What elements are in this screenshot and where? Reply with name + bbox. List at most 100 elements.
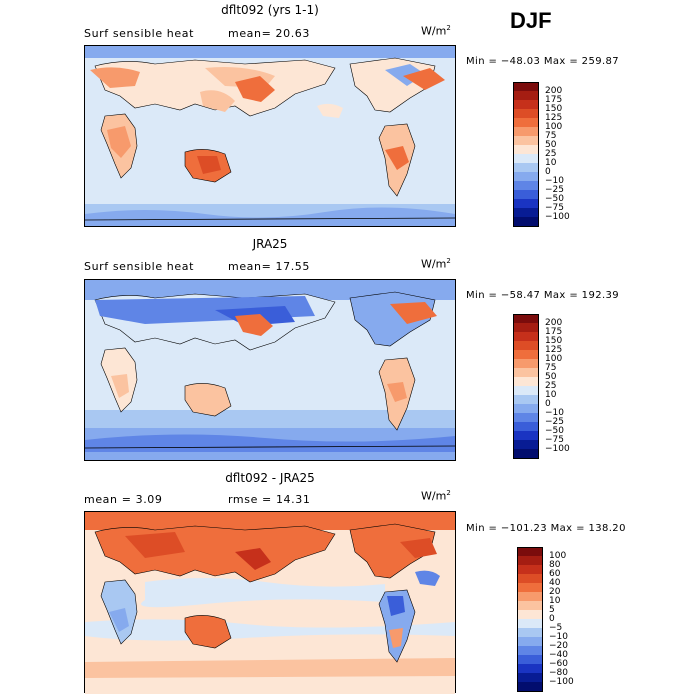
panel3-colorbar-swatch [517,682,543,692]
panel2-colorbar-tick-label: 100 [545,353,563,364]
panel3-colorbar-tick-label: −100 [549,676,574,687]
panel3-colorbar-swatch [517,664,543,674]
panel2-map [84,279,456,461]
panel1-mean-label: mean= 20.63 [228,27,310,40]
panel1-colorbar-tick-label: −25 [545,184,564,195]
panel2-colorbar-swatch [513,386,539,396]
panel3-colorbar-swatch [517,556,543,566]
panel3-units: W/m2 [421,489,451,503]
panel3-colorbar-tick-label: −20 [549,640,568,651]
panel2-colorbar-tick-label: 75 [545,362,557,373]
panel2-title: JRA25 [252,237,288,251]
panel1-colorbar-tick-label: −10 [545,175,564,186]
panel1-colorbar-tick-label: 10 [545,157,557,168]
panel2-variable-label: Surf sensible heat [84,260,194,273]
panel3-colorbar-swatch [517,601,543,611]
panel2-colorbar-tick-label: 25 [545,380,557,391]
panel1-colorbar-swatch [513,217,539,227]
panel1-colorbar-swatch [513,154,539,164]
panel3-colorbar-swatch [517,565,543,575]
panel1-colorbar-swatch [513,100,539,110]
panel2-colorbar-swatch [513,431,539,441]
panel2-colorbar-tick-label: 10 [545,389,557,400]
panel2-colorbar-swatch [513,449,539,459]
panel2-minmax: Min = −58.47 Max = 192.39 [466,290,620,301]
panel2-colorbar-swatch [513,314,539,324]
panel1-colorbar-swatch [513,136,539,146]
panel3-colorbar: 100 80 60 40 20 10 5 0 −5 −10 −20 −40 −60 −80 −100 [517,547,577,692]
panel3-colorbar-swatch [517,619,543,629]
panel2-colorbar-swatch [513,413,539,423]
panel3-colorbar-swatch [517,655,543,665]
panel1-colorbar-swatch [513,145,539,155]
panel2-colorbar-swatch [513,350,539,360]
panel2-colorbar-swatch [513,341,539,351]
panel3-colorbar-tick-label: 100 [549,550,567,561]
panel1-colorbar-tick-label: 200 [545,85,563,96]
panel1-colorbar-swatch [513,172,539,182]
panel1-colorbar-swatch [513,181,539,191]
panel3-colorbar-swatch [517,646,543,656]
panel2-colorbar-swatch [513,323,539,333]
panel2-colorbar-swatch [513,422,539,432]
panel1-colorbar-tick-label: −100 [545,211,570,222]
panel1-colorbar: 200 175 150 125 100 75 50 25 10 0 −10 −25 −50 −75 −100 [513,82,573,227]
season-label: DJF [510,8,552,33]
panel1-title: dflt092 (yrs 1-1) [221,3,319,17]
panel2-colorbar-swatch [513,395,539,405]
panel3-mean-label: mean = 3.09 [84,493,163,506]
panel3-colorbar-tick-label: 10 [549,595,561,606]
panel2-colorbar-tick-label: −100 [545,443,570,454]
panel2-units: W/m2 [421,257,451,271]
panel3-minmax: Min = −101.23 Max = 138.20 [466,523,626,534]
panel3-colorbar-tick-label: −10 [549,631,568,642]
panel3-colorbar-tick-label: 80 [549,559,561,570]
panel3-colorbar-swatch [517,673,543,683]
panel3-colorbar-tick-label: −80 [549,667,568,678]
panel3-colorbar-swatch [517,628,543,638]
panel2-colorbar-tick-label: 125 [545,344,563,355]
panel1-colorbar-swatch [513,109,539,119]
panel2-colorbar-tick-label: 0 [545,398,551,409]
panel3-colorbar-swatch [517,610,543,620]
panel1-colorbar-tick-label: 75 [545,130,557,141]
panel2-colorbar-swatch [513,440,539,450]
panel2-colorbar-swatch [513,377,539,387]
panel1-map [84,45,456,227]
panel1-minmax: Min = −48.03 Max = 259.87 [466,56,620,67]
panel2-mean-label: mean= 17.55 [228,260,310,273]
panel1-colorbar-swatch [513,208,539,218]
panel1-colorbar-tick-label: 175 [545,94,563,105]
panel3-colorbar-swatch [517,592,543,602]
panel1-colorbar-tick-label: 100 [545,121,563,132]
panel3-colorbar-swatch [517,574,543,584]
panel1-colorbar-tick-label: 150 [545,103,563,114]
panel2-colorbar-tick-label: −10 [545,407,564,418]
panel1-colorbar-swatch [513,82,539,92]
panel1-colorbar-tick-label: −50 [545,193,564,204]
panel2-colorbar-tick-label: −50 [545,425,564,436]
panel2-colorbar-tick-label: 150 [545,335,563,346]
panel2-colorbar-swatch [513,368,539,378]
panel1-units: W/m2 [421,24,451,38]
panel3-colorbar-tick-label: 40 [549,577,561,588]
panel2-colorbar-tick-label: 175 [545,326,563,337]
panel1-colorbar-tick-label: 125 [545,112,563,123]
panel1-variable-label: Surf sensible heat [84,27,194,40]
panel3-colorbar-tick-label: 60 [549,568,561,579]
panel2-colorbar-tick-label: 50 [545,371,557,382]
panel3-colorbar-swatch [517,583,543,593]
panel1-colorbar-tick-label: 0 [545,166,551,177]
panel1-colorbar-swatch [513,190,539,200]
panel2-colorbar-swatch [513,332,539,342]
panel3-colorbar-tick-label: −40 [549,649,568,660]
panel3-colorbar-tick-label: −60 [549,658,568,669]
panel2-colorbar-tick-label: 200 [545,317,563,328]
panel1-colorbar-swatch [513,163,539,173]
panel2-colorbar-tick-label: −75 [545,434,564,445]
panel3-rmse-label: rmse = 14.31 [228,493,311,506]
panel1-colorbar-tick-label: 50 [545,139,557,150]
panel2-colorbar: 200 175 150 125 100 75 50 25 10 0 −10 −25 −50 −75 −100 [513,314,573,459]
panel3-colorbar-tick-label: 5 [549,604,555,615]
